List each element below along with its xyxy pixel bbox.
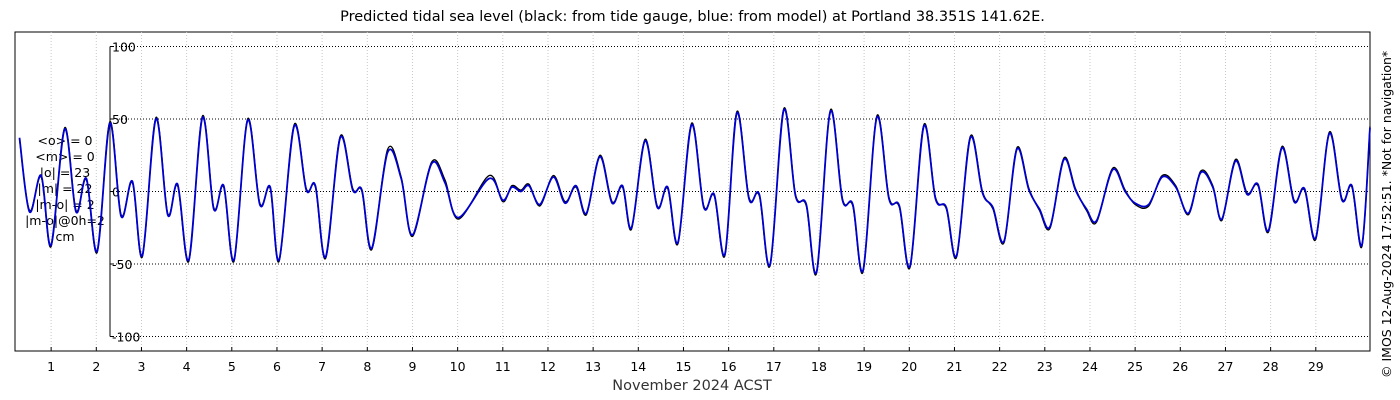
stat-mean-observed: <o> = 0	[37, 133, 93, 148]
x-axis-label: November 2024 ACST	[612, 378, 772, 394]
x-tick-label: 4	[183, 359, 191, 374]
y-tick-label: -50	[112, 257, 132, 272]
x-tick-label: 25	[1127, 359, 1143, 374]
x-tick-label: 12	[540, 359, 556, 374]
x-tick-label: 22	[992, 359, 1008, 374]
x-tick-label: 2	[92, 359, 100, 374]
chart-title: Predicted tidal sea level (black: from t…	[340, 9, 1045, 25]
x-tick-label: 1	[47, 359, 55, 374]
x-tick-label: 14	[630, 359, 646, 374]
series-line-model	[18, 108, 1371, 275]
x-tick-label: 21	[947, 359, 963, 374]
stat-unit: cm	[55, 229, 75, 244]
stat-abs-diff-0h: |m-o|@0h=2	[25, 213, 105, 228]
x-tick-label: 28	[1263, 359, 1279, 374]
axis-layer: 1 2 3 4 5 6 7 8 9 10 11 12 13 14 15 16 17 18 19 20 21 22 23 24 2…	[47, 40, 1324, 375]
x-tick-label: 15	[676, 359, 692, 374]
y-tick-label: 100	[112, 40, 136, 55]
x-tick-label: 16	[721, 359, 737, 374]
series-layer	[18, 107, 1371, 276]
y-tick-label: -100	[112, 330, 140, 345]
x-tick-label: 11	[495, 359, 511, 374]
stat-mean-model: <m> = 0	[35, 149, 95, 164]
x-tick-label: 6	[273, 359, 281, 374]
x-tick-label: 20	[901, 359, 917, 374]
x-tick-label: 19	[856, 359, 872, 374]
x-tick-label: 29	[1308, 359, 1324, 374]
x-tick-label: 9	[408, 359, 416, 374]
x-tick-label: 5	[228, 359, 236, 374]
x-tick-label: 18	[811, 359, 827, 374]
x-tick-label: 23	[1037, 359, 1053, 374]
x-tick-label: 13	[585, 359, 601, 374]
x-tick-label: 17	[766, 359, 782, 374]
stat-abs-model: |m| = 22	[37, 181, 93, 196]
copyright-notice: © IMOS 12-Aug-2024 17:52:51. *Not for na…	[1379, 50, 1394, 378]
y-tick-label: 0	[112, 185, 120, 200]
stats-panel: <o> = 0 <m> = 0 |o| = 23 |m| = 22 |m-o| …	[10, 133, 120, 245]
x-tick-label: 26	[1172, 359, 1188, 374]
plot-frame	[14, 31, 1371, 352]
grid-layer	[50, 32, 1370, 351]
x-tick-label: 7	[318, 359, 326, 374]
x-tick-label: 27	[1218, 359, 1234, 374]
x-tick-label: 3	[137, 359, 145, 374]
x-tick-label: 8	[363, 359, 371, 374]
y-tick-label: 50	[112, 112, 128, 127]
x-tick-label: 24	[1082, 359, 1098, 374]
x-tick-label: 10	[450, 359, 466, 374]
stat-abs-observed: |o| = 23	[39, 165, 91, 180]
